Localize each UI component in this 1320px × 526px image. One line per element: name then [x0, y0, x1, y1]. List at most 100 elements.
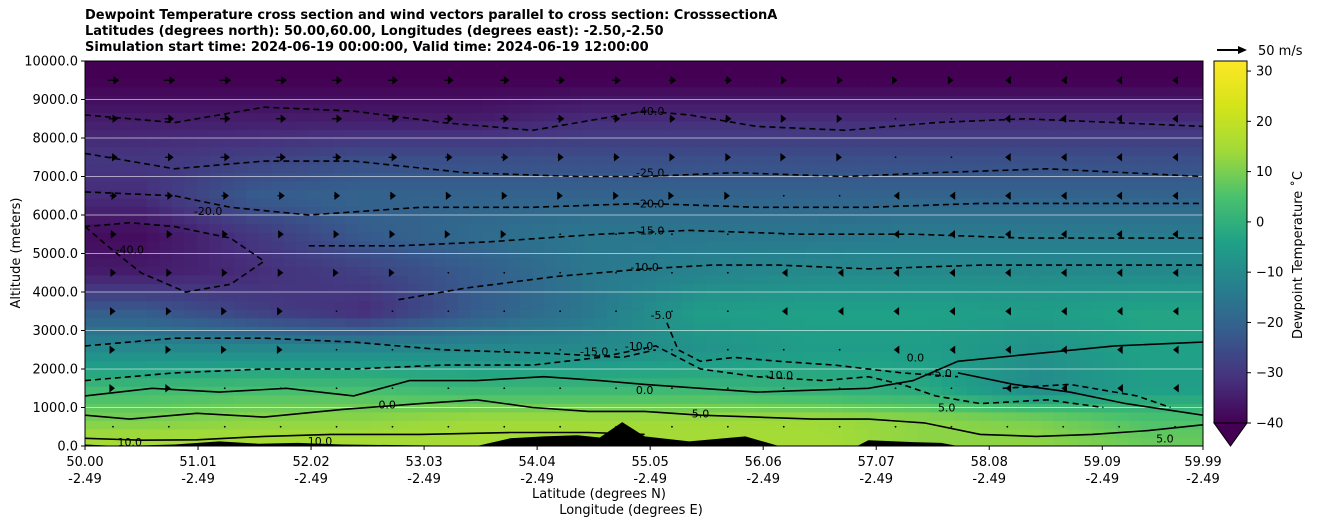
field-cell	[271, 112, 285, 122]
field-cell	[743, 155, 757, 165]
wind-vector	[612, 76, 621, 85]
field-cell	[308, 129, 322, 139]
field-cell	[731, 129, 744, 139]
field-cell	[432, 146, 446, 156]
field-cell	[979, 369, 993, 379]
field-cell	[718, 215, 732, 225]
field-cell	[271, 155, 285, 165]
field-cell	[954, 163, 968, 173]
field-cell	[519, 120, 533, 131]
wind-vectors	[107, 76, 1179, 428]
field-cell	[532, 146, 546, 156]
field-cell	[1178, 369, 1192, 379]
field-cell	[693, 103, 707, 113]
field-cell	[544, 266, 558, 276]
field-cell	[594, 292, 608, 302]
field-cell	[122, 266, 136, 276]
field-cell	[258, 146, 272, 156]
field-cell	[830, 309, 844, 319]
field-cell	[855, 283, 869, 293]
field-cell	[929, 197, 943, 208]
wind-vector	[782, 348, 785, 351]
field-cell	[1078, 138, 1092, 148]
field-cell	[1004, 61, 1018, 71]
field-cell	[122, 146, 136, 156]
field-cell	[457, 274, 471, 285]
field-cell	[1116, 69, 1129, 79]
field-cell	[1128, 334, 1142, 344]
field-cell	[1016, 317, 1030, 327]
field-cell	[432, 351, 446, 362]
field-cell	[1116, 138, 1129, 148]
field-cell	[494, 292, 508, 302]
field-cell	[880, 146, 893, 156]
field-cell	[880, 343, 893, 353]
field-cell	[420, 437, 434, 446]
field-cell	[681, 138, 695, 148]
field-cell	[507, 343, 521, 353]
field-cell	[1091, 69, 1105, 79]
field-cell	[172, 411, 185, 421]
field-cell	[122, 240, 136, 250]
field-cell	[880, 163, 893, 173]
field-cell	[718, 309, 732, 319]
field-cell	[408, 61, 421, 71]
field-cell	[892, 180, 906, 190]
field-cell	[929, 215, 943, 225]
field-cell	[482, 61, 496, 71]
field-cell	[258, 240, 272, 250]
field-cell	[122, 351, 136, 362]
field-cell	[668, 377, 682, 387]
field-cell	[594, 215, 608, 225]
wind-vector	[838, 387, 841, 390]
field-cell	[109, 309, 123, 319]
field-cell	[221, 189, 235, 199]
field-cell	[606, 292, 620, 302]
field-cell	[234, 223, 248, 233]
field-cell	[1153, 86, 1167, 96]
field-cell	[494, 300, 508, 310]
field-cell	[731, 138, 744, 148]
field-cell	[1190, 386, 1203, 396]
field-cell	[408, 146, 421, 156]
field-cell	[706, 351, 720, 362]
field-cell	[1016, 437, 1030, 446]
field-cell	[1041, 112, 1055, 122]
field-cell	[1016, 138, 1030, 148]
field-cell	[693, 309, 707, 319]
field-cell	[196, 223, 210, 233]
field-cell	[880, 351, 893, 362]
field-cell	[1066, 215, 1080, 225]
field-cell	[370, 78, 384, 88]
field-cell	[793, 343, 807, 353]
field-cell	[1190, 103, 1203, 113]
wind-vector	[894, 387, 897, 390]
field-cell	[693, 138, 707, 148]
field-cell	[457, 437, 471, 446]
field-cell	[1066, 155, 1080, 165]
field-cell	[345, 343, 359, 353]
field-cell	[991, 86, 1005, 96]
field-cell	[420, 386, 434, 396]
field-cell	[345, 309, 359, 319]
field-cell	[1140, 317, 1154, 327]
field-cell	[979, 180, 993, 190]
field-cell	[1078, 206, 1092, 216]
field-cell	[122, 163, 136, 173]
field-cell	[283, 274, 297, 285]
field-cell	[1153, 437, 1167, 446]
field-cell	[271, 240, 285, 250]
field-cell	[333, 206, 347, 216]
field-cell	[532, 120, 546, 131]
field-cell	[904, 309, 918, 319]
x-tick-label-secondary: -2.49	[294, 472, 328, 487]
field-cell	[793, 197, 807, 208]
field-cell	[370, 360, 384, 370]
field-cell	[793, 61, 807, 71]
field-cell	[967, 266, 980, 276]
field-cell	[1116, 334, 1129, 344]
field-cell	[532, 78, 546, 88]
field-cell	[904, 129, 918, 139]
field-cell	[693, 69, 707, 79]
field-cell	[954, 61, 968, 71]
